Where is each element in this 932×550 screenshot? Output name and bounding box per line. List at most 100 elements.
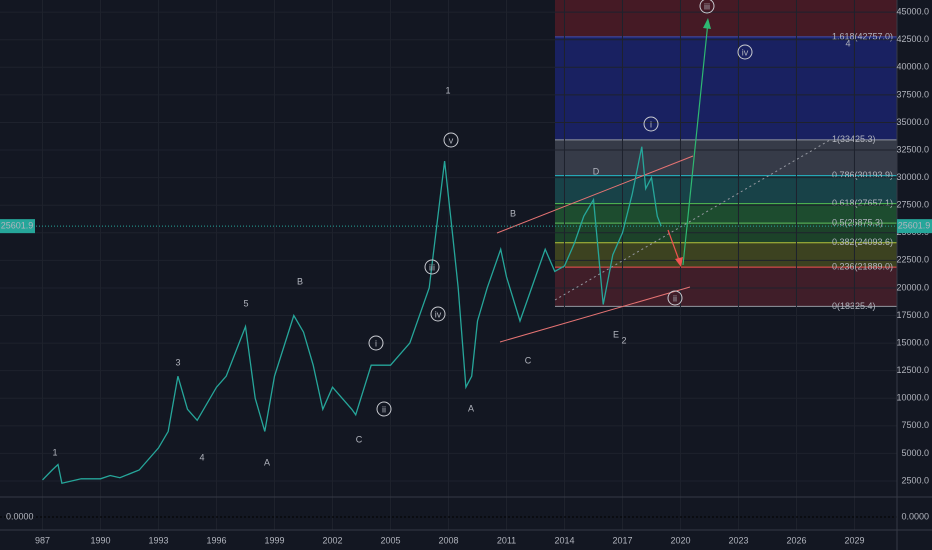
arrow-down-head: [675, 257, 683, 267]
wave-label: 4: [199, 452, 204, 462]
fib-band: [555, 175, 897, 204]
arrow-up: [682, 21, 709, 266]
wave-label: 4: [845, 38, 850, 48]
wave-label: iii: [429, 262, 435, 272]
x-tick-label: 1996: [207, 535, 227, 545]
fib-band: [555, 0, 897, 37]
channel-bottom: [499, 286, 691, 343]
x-tick-label: 2023: [728, 535, 748, 545]
arrow-down: [667, 229, 681, 264]
y-tick-label: 5000.0: [901, 448, 929, 458]
wave-label: 2: [621, 335, 626, 345]
wave-label: iv: [742, 47, 749, 57]
grid: [0, 0, 897, 530]
last-price-label-left: 25601.9: [1, 221, 34, 231]
wave-circle: [699, 0, 715, 14]
last-price-tag: [897, 219, 932, 234]
y-tick-label: 45000.0: [896, 7, 929, 17]
wave-circle: [430, 306, 446, 322]
y-tick-label: 7500.0: [901, 420, 929, 430]
channel-top: [496, 155, 694, 234]
axes: 2500.0 5000.0 7500.0 10000.0 12500.0 15000.0 1…: [0, 7, 932, 545]
fib-band: [555, 203, 897, 224]
y-tick-label: 30000.0: [896, 172, 929, 182]
y-tick-label: 22500.0: [896, 255, 929, 265]
wave-circle: [376, 401, 392, 417]
x-tick-label: 2020: [670, 535, 690, 545]
x-tick-label: 2002: [322, 535, 342, 545]
x-tick-label: 1999: [264, 535, 284, 545]
fib-bands: 0(18325.4) 0.236(21889.0) 0.382(24093.6) 0.…: [555, 0, 897, 311]
wave-label: iii: [704, 1, 710, 11]
wave-label: 1: [445, 85, 450, 95]
y-tick-label: 32500.0: [896, 144, 929, 154]
last-price-label: 25601.9: [898, 221, 931, 231]
fib-label: 0.236(21889.0): [832, 261, 893, 271]
wave-label: 1: [52, 447, 57, 457]
fib-label: 0.5(25875.3): [832, 217, 883, 227]
x-tick-label: 2017: [612, 535, 632, 545]
x-tick-label: 1990: [91, 535, 111, 545]
wave-label: D: [593, 166, 600, 176]
fib-band: [555, 267, 897, 307]
wave-label: v: [449, 135, 454, 145]
fib-band: [555, 139, 897, 176]
x-tick-label: 2008: [438, 535, 458, 545]
price-line: [42, 146, 662, 484]
y-tick-label: 15000.0: [896, 337, 929, 347]
x-tick-label: 2026: [786, 535, 806, 545]
y-tick-label: 10000.0: [896, 393, 929, 403]
wave-label: 5: [243, 298, 248, 308]
x-tick-label: 987: [35, 535, 50, 545]
wave-label: A: [264, 457, 270, 467]
wave-label: A: [468, 403, 474, 413]
wave-circle: [368, 335, 384, 351]
wave-circle: [643, 116, 659, 132]
fib-label: 1(33425.3): [832, 134, 876, 144]
wave-label: 3: [175, 357, 180, 367]
wave-label: B: [297, 276, 303, 286]
wave-label: C: [525, 355, 532, 365]
wave-label: iv: [435, 309, 442, 319]
wave-circle: [737, 44, 753, 60]
y-tick-label: 35000.0: [896, 117, 929, 127]
y-tick-label: 12500.0: [896, 365, 929, 375]
x-tick-label: 1993: [149, 535, 169, 545]
fib-band: [555, 242, 897, 268]
wave-circle: [424, 259, 440, 275]
y-tick-label: 20000.0: [896, 282, 929, 292]
wave-label: ii: [382, 404, 386, 414]
plot: [0, 146, 897, 518]
arrow-up-head: [703, 18, 711, 29]
fib-label: 0.382(24093.6): [832, 237, 893, 247]
fib-label: 0(18325.4): [832, 301, 876, 311]
indicator-label-left: 0.0000: [6, 511, 34, 521]
x-tick-label: 2014: [554, 535, 574, 545]
indicator-label: 0.0000: [901, 511, 929, 521]
fib-label: 0.786(30193.9): [832, 170, 893, 180]
wave-label: B: [510, 208, 516, 218]
wave-circle: [667, 290, 683, 306]
x-tick-label: 2029: [844, 535, 864, 545]
fib-label: 0.618(27657.1): [832, 198, 893, 208]
wave-circle: [443, 132, 459, 148]
y-tick-label: 27500.0: [896, 200, 929, 210]
wave-label: C: [356, 434, 363, 444]
y-tick-label: 2500.0: [901, 475, 929, 485]
y-tick-label: 37500.0: [896, 89, 929, 99]
y-tick-label: 40000.0: [896, 62, 929, 72]
fib-band: [555, 36, 897, 140]
wave-label: E: [613, 329, 619, 339]
y-tick-label: 17500.0: [896, 310, 929, 320]
wave-label: i: [650, 119, 652, 129]
last-price-tag-left: [0, 219, 35, 234]
wave-label: i: [375, 338, 377, 348]
fib-label: 1.618(42757.0): [832, 31, 893, 41]
x-tick-label: 2011: [497, 535, 516, 545]
wave-label: ii: [673, 293, 677, 303]
trend-dotted: [554, 139, 831, 301]
x-tick-label: 2005: [380, 535, 400, 545]
y-tick-label: 42500.0: [896, 34, 929, 44]
